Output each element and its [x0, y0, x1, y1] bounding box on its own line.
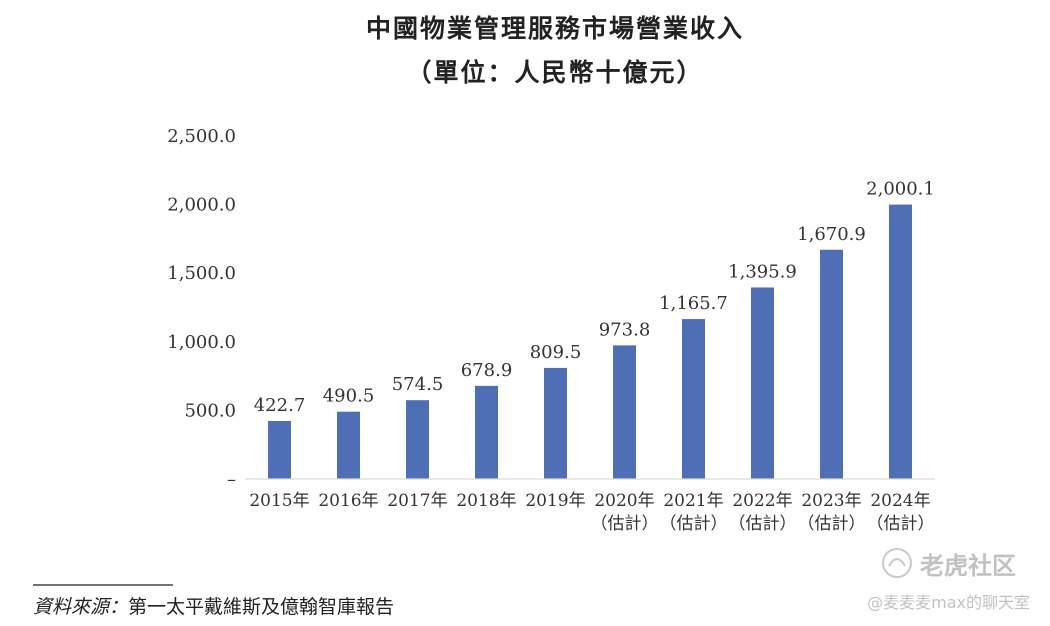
- source-label: 資料來源：: [33, 596, 128, 618]
- tiger-logo-icon: [882, 548, 912, 578]
- bar: [268, 421, 291, 479]
- bar-value-label: 422.7: [254, 395, 306, 416]
- bar: [406, 400, 429, 479]
- x-tick-label: 2017年: [387, 491, 447, 511]
- bar: [613, 345, 636, 479]
- x-tick-label: （估計）: [729, 514, 797, 534]
- x-tick-label: 2021年: [663, 491, 723, 511]
- y-tick-label: 1,000.0: [167, 332, 236, 353]
- x-tick-label: 2020年: [594, 491, 654, 511]
- y-tick-label: 1,500.0: [167, 263, 236, 284]
- bar-value-label: 2,000.1: [866, 179, 935, 200]
- bar: [820, 249, 843, 479]
- bar: [337, 411, 360, 479]
- y-tick-label: 2,000.0: [167, 195, 236, 216]
- bar-value-label: 1,165.7: [659, 293, 728, 314]
- x-tick-label: 2023年: [801, 491, 861, 511]
- x-tick-label: （估計）: [867, 514, 935, 534]
- bar-series: 422.7 490.5 574.5 678.9 809.5 973.8 1,165.71,3…: [254, 179, 935, 479]
- bar: [682, 319, 705, 479]
- source-note: 資料來源：第一太平戴維斯及億翰智庫報告: [33, 596, 394, 618]
- bar-value-label: 678.9: [461, 360, 513, 381]
- x-tick-label: 2022年: [732, 491, 792, 511]
- source-text: 第一太平戴維斯及億翰智庫報告: [128, 596, 394, 618]
- bar-value-label: 490.5: [323, 386, 375, 407]
- y-tick-label: –: [227, 469, 236, 490]
- x-tick-label: （估計）: [660, 514, 728, 534]
- bar: [544, 367, 567, 479]
- x-tick-label: 2019年: [525, 491, 585, 511]
- x-tick-label: 2015年: [249, 491, 309, 511]
- watermark-credit: @麦麦麦max的聊天室: [867, 593, 1030, 612]
- bar: [889, 204, 912, 479]
- y-tick-label: 500.0: [184, 400, 236, 421]
- bar-value-label: 574.5: [392, 374, 444, 395]
- x-tick-label: （估計）: [591, 514, 659, 534]
- watermark: 老虎社区 @麦麦麦max的聊天室: [867, 548, 1030, 612]
- bar: [475, 385, 498, 479]
- chart-subtitle: （單位：人民幣十億元）: [406, 58, 703, 87]
- x-tick-label: 2018年: [456, 491, 516, 511]
- x-tick-label: 2024年: [870, 491, 930, 511]
- x-axis-labels: 2015年 2016年 2017年 2018年 2019年 2020年（估計）2021年（…: [249, 491, 934, 534]
- bar: [751, 287, 774, 479]
- bar-value-label: 809.5: [530, 342, 582, 363]
- y-axis: – 500.0 1,000.0 1,500.0 2,000.0 2,500.0: [167, 126, 236, 490]
- bar-value-label: 1,670.9: [797, 224, 866, 245]
- y-tick-label: 2,500.0: [167, 126, 236, 147]
- bar-value-label: 973.8: [599, 319, 651, 340]
- chart-title: 中國物業管理服務市場營業收入: [366, 14, 744, 43]
- x-tick-label: 2016年: [318, 491, 378, 511]
- x-tick-label: （估計）: [798, 514, 866, 534]
- watermark-brand: 老虎社区: [920, 552, 1016, 580]
- bar-value-label: 1,395.9: [728, 261, 797, 282]
- tiger-logo-stroke: [888, 558, 906, 567]
